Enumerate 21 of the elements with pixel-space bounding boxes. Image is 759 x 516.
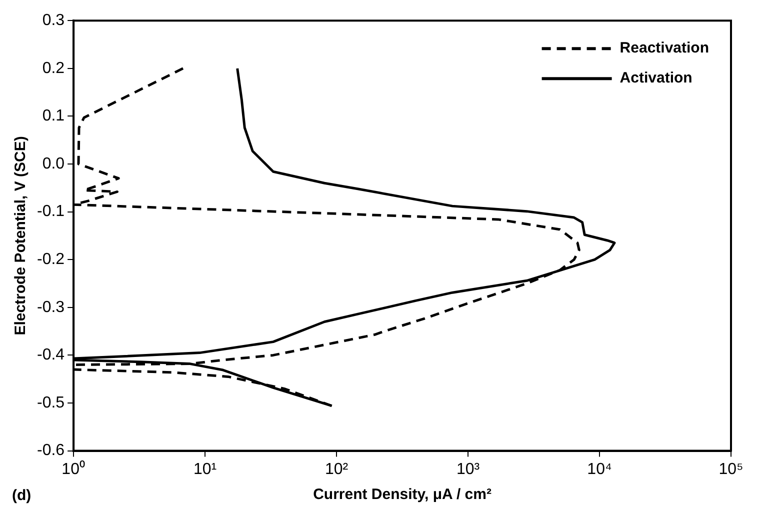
- x-tick-label: 10³: [456, 460, 480, 478]
- y-tick-label: -0.2: [36, 251, 65, 268]
- x-tick-label: 10²: [324, 460, 349, 478]
- y-axis-title: Electrode Potential, V (SCE): [12, 136, 30, 336]
- x-tick-label: 10⁰: [62, 460, 86, 478]
- text: (d): [12, 487, 32, 504]
- x-tick-label: 10⁵: [718, 460, 744, 478]
- y-tick-label: -0.1: [36, 203, 65, 220]
- x-axis-title: Current Density, μA / cm²: [313, 486, 492, 504]
- y-tick-label: -0.4: [36, 346, 65, 364]
- y-tick-label: -0.3: [36, 298, 65, 316]
- y-tick-label: -0.6: [36, 442, 65, 460]
- y-tick-label: 0.0: [42, 155, 65, 172]
- x-tick-label: 10¹: [193, 460, 217, 478]
- y-tick-label: -0.5: [36, 394, 65, 412]
- y-tick-label: 0.3: [42, 12, 65, 30]
- y-tick-label: 0.2: [42, 60, 65, 77]
- legend-label: Reactivation: [620, 40, 710, 57]
- y-tick-label: 0.1: [42, 108, 65, 125]
- legend-label: Activation: [620, 70, 692, 87]
- x-tick-label: 10⁴: [587, 460, 612, 478]
